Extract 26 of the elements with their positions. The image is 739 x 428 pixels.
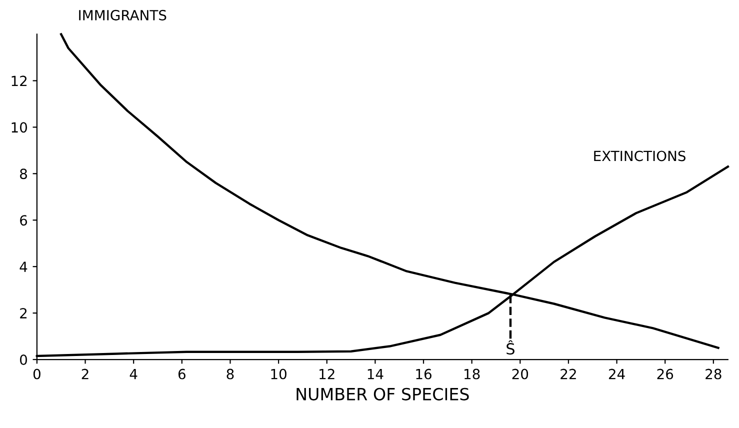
y-tick-label: 4 [20, 262, 28, 272]
x-tick-label: 4 [130, 368, 138, 380]
x-tick-label: 12 [320, 368, 334, 380]
series-label: EXTINCTIONS [594, 150, 686, 162]
x-tick-label: 16 [416, 368, 432, 380]
y-tick-label: 12 [12, 76, 27, 86]
y-tick-label: 0 [20, 354, 27, 365]
y-tick-label: 6 [20, 215, 28, 226]
series-label: IMMIGRANTS [79, 10, 166, 20]
x-tick-label: 20 [512, 368, 528, 380]
x-tick-label: 24 [608, 368, 625, 380]
x-tick-label: 2 [82, 368, 88, 380]
annotation: Ŝ [506, 340, 514, 355]
y-tick-label: 10 [12, 122, 27, 133]
x-tick-label: 8 [226, 368, 234, 380]
x-tick-label: 10 [271, 368, 286, 380]
x-axis-title: NUMBER OF SPECIES [296, 388, 469, 400]
x-tick-label: 26 [657, 368, 674, 380]
x-tick-label: 18 [464, 368, 480, 380]
x-tick-label: 0 [33, 368, 40, 380]
x-tick-label: 14 [368, 368, 384, 380]
x-tick-label: 22 [560, 368, 576, 380]
x-tick-label: 28 [706, 368, 722, 380]
x-tick-label: 6 [178, 368, 186, 380]
y-tick-label: 2 [20, 308, 27, 318]
y-tick-label: 8 [20, 168, 27, 180]
